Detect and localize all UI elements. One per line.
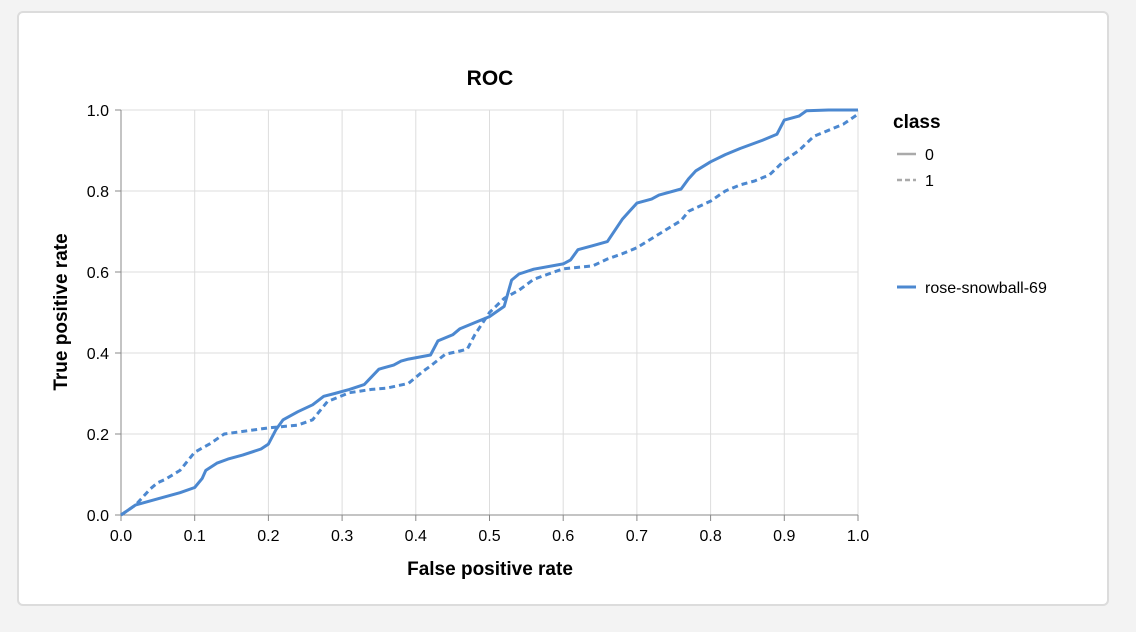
y-tick-label: 0.4	[87, 346, 109, 363]
y-tick-label: 0.0	[87, 508, 109, 525]
axes: 0.0 0.1 0.2 0.3 0.4 0.5 0.6 0.7 0.8 0.9 1.0 0.0 0.2 0…	[87, 103, 869, 545]
legend-item-1-label: 1	[925, 173, 934, 190]
legend-run-label: rose-snowball-69	[925, 280, 1047, 297]
x-tick-label: 0.3	[331, 528, 353, 545]
y-tick-label: 0.8	[87, 184, 109, 201]
series-line-class-0	[120, 108, 858, 517]
x-tick-label: 0.5	[478, 528, 500, 545]
legend-class-title: class	[893, 112, 941, 133]
series-line-class-1	[120, 112, 859, 517]
x-tick-label: 0.6	[552, 528, 574, 545]
x-tick-label: 0.4	[405, 528, 427, 545]
legend: class 0 1 rose-snowball-69	[893, 112, 1047, 297]
y-tick-label: 1.0	[87, 103, 109, 120]
chart-title: ROC	[467, 67, 514, 90]
y-tick-label: 0.2	[87, 427, 109, 444]
x-tick-label: 0.8	[699, 528, 721, 545]
x-tick-label: 0.0	[110, 528, 132, 545]
x-tick-label: 0.9	[773, 528, 795, 545]
y-tick-label: 0.6	[87, 265, 109, 282]
legend-item-0-label: 0	[925, 147, 934, 164]
x-tick-label: 0.1	[184, 528, 206, 545]
series-layer	[120, 108, 859, 517]
x-tick-label: 0.7	[626, 528, 648, 545]
x-tick-label: 0.2	[257, 528, 279, 545]
x-tick-label: 1.0	[847, 528, 869, 545]
x-axis-title: False positive rate	[407, 559, 573, 580]
y-axis-title: True positive rate	[51, 233, 72, 390]
